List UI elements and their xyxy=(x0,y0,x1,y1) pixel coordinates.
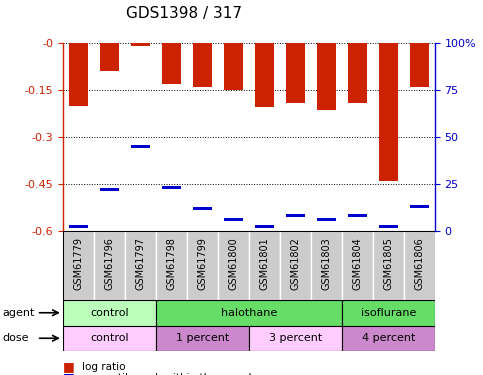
Bar xyxy=(410,205,428,208)
Text: GDS1398 / 317: GDS1398 / 317 xyxy=(126,6,242,21)
Bar xyxy=(131,145,150,148)
Bar xyxy=(131,43,150,46)
Text: GSM61802: GSM61802 xyxy=(290,237,300,290)
Bar xyxy=(156,326,249,351)
FancyBboxPatch shape xyxy=(311,231,342,300)
FancyBboxPatch shape xyxy=(249,231,280,300)
Text: ■: ■ xyxy=(63,360,74,373)
Bar xyxy=(342,300,435,326)
Bar xyxy=(317,218,336,221)
Bar xyxy=(224,218,242,221)
Text: GSM61779: GSM61779 xyxy=(73,237,83,290)
Bar xyxy=(193,207,212,210)
Text: dose: dose xyxy=(2,333,29,343)
Bar xyxy=(100,188,119,191)
Bar xyxy=(156,300,342,326)
Bar xyxy=(100,43,119,71)
FancyBboxPatch shape xyxy=(342,231,373,300)
Text: GSM61806: GSM61806 xyxy=(414,237,424,290)
Bar xyxy=(63,300,156,326)
FancyBboxPatch shape xyxy=(94,231,125,300)
Text: GSM61805: GSM61805 xyxy=(383,237,393,290)
FancyBboxPatch shape xyxy=(404,231,435,300)
Text: log ratio: log ratio xyxy=(82,362,126,372)
Bar xyxy=(379,43,398,181)
Text: isoflurane: isoflurane xyxy=(360,308,416,318)
Text: GSM61799: GSM61799 xyxy=(197,237,207,290)
FancyBboxPatch shape xyxy=(280,231,311,300)
Bar xyxy=(348,214,367,217)
Text: 1 percent: 1 percent xyxy=(176,333,229,343)
FancyBboxPatch shape xyxy=(63,231,94,300)
Text: 4 percent: 4 percent xyxy=(361,333,415,343)
FancyBboxPatch shape xyxy=(125,231,156,300)
Text: control: control xyxy=(90,308,128,318)
Text: GSM61801: GSM61801 xyxy=(259,237,269,290)
Bar xyxy=(255,225,273,228)
Text: GSM61803: GSM61803 xyxy=(321,237,331,290)
Bar xyxy=(348,43,367,102)
Text: GSM61800: GSM61800 xyxy=(228,237,238,290)
Bar xyxy=(69,225,87,228)
FancyBboxPatch shape xyxy=(156,231,187,300)
Bar xyxy=(69,43,87,106)
Text: ■: ■ xyxy=(63,372,74,375)
Text: GSM61798: GSM61798 xyxy=(166,237,176,290)
Bar xyxy=(342,326,435,351)
Text: percentile rank within the sample: percentile rank within the sample xyxy=(82,373,258,375)
Bar xyxy=(286,43,304,102)
Bar xyxy=(255,43,273,107)
FancyBboxPatch shape xyxy=(187,231,218,300)
FancyBboxPatch shape xyxy=(373,231,404,300)
Bar xyxy=(162,186,181,189)
Bar xyxy=(63,326,156,351)
Text: 3 percent: 3 percent xyxy=(269,333,322,343)
Bar xyxy=(379,225,398,228)
Bar xyxy=(317,43,336,110)
Text: GSM61797: GSM61797 xyxy=(135,237,145,290)
FancyBboxPatch shape xyxy=(218,231,249,300)
Bar xyxy=(193,43,212,87)
Bar xyxy=(410,43,428,87)
Bar xyxy=(162,43,181,84)
Bar xyxy=(224,43,242,90)
Text: GSM61804: GSM61804 xyxy=(352,237,362,290)
Text: halothane: halothane xyxy=(221,308,277,318)
Text: agent: agent xyxy=(2,308,35,318)
Text: GSM61796: GSM61796 xyxy=(104,237,114,290)
Bar xyxy=(286,214,304,217)
Bar xyxy=(249,326,342,351)
Text: control: control xyxy=(90,333,128,343)
